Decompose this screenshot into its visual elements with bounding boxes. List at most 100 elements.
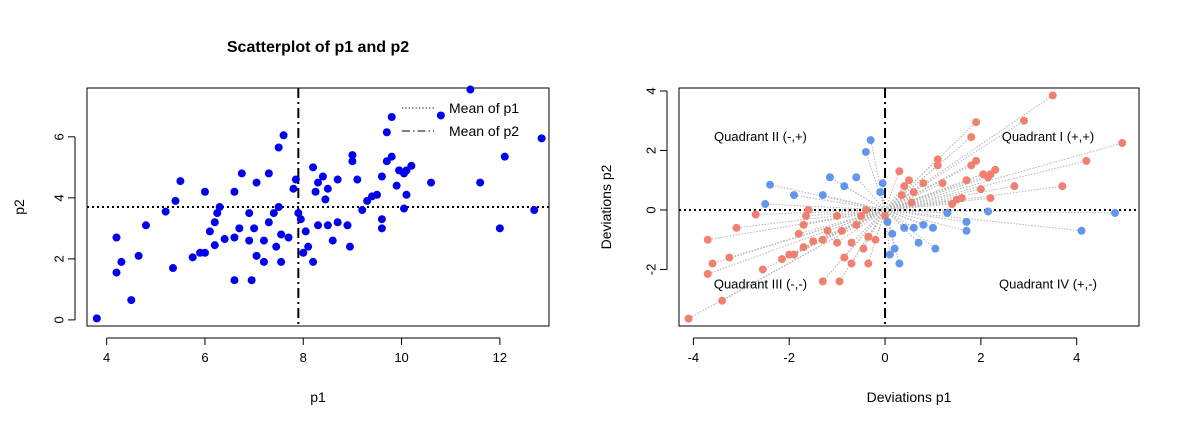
left-data-point	[377, 172, 386, 181]
right-data-point	[818, 191, 827, 200]
left-data-point	[277, 257, 286, 266]
left-data-point	[230, 187, 239, 196]
right-data-point	[818, 277, 827, 286]
left-data-point	[230, 233, 239, 242]
left-x-tick-label: 10	[394, 350, 408, 365]
left-x-axis: 4 6 8 10 12	[103, 337, 507, 365]
right-connector-line	[874, 209, 886, 240]
right-data-point	[718, 296, 727, 305]
right-data-point	[794, 229, 803, 238]
right-connector-line	[870, 139, 886, 211]
right-data-point	[900, 223, 909, 232]
right-data-point	[852, 220, 861, 229]
left-data-point	[200, 248, 209, 257]
right-x-tick-label: -2	[783, 350, 795, 365]
right-x-tick-label: 4	[1073, 350, 1080, 365]
right-data-point	[799, 220, 808, 229]
left-data-point	[134, 251, 143, 260]
left-data-point	[245, 209, 254, 218]
left-data-point	[377, 215, 386, 224]
right-data-point	[708, 259, 717, 268]
right-connector-line	[856, 209, 886, 226]
left-data-point	[314, 221, 322, 230]
left-data-point	[117, 257, 126, 266]
right-connector-line	[867, 209, 886, 238]
left-data-point	[382, 128, 391, 137]
right-data-point	[725, 253, 734, 262]
right-connector-line	[793, 194, 886, 211]
right-data-point	[1048, 91, 1057, 100]
right-connector-line	[793, 209, 886, 256]
left-data-point	[407, 161, 416, 170]
left-data-point	[127, 296, 136, 305]
right-data-point	[857, 211, 866, 220]
right-data-point	[1058, 182, 1067, 191]
left-data-point	[309, 257, 318, 266]
left-data-point	[294, 209, 303, 218]
right-x-tick-label: 0	[881, 350, 888, 365]
left-data-point	[436, 111, 445, 120]
right-connector-line	[855, 176, 886, 211]
left-data-point	[215, 203, 224, 211]
right-data-point	[852, 173, 861, 182]
left-data-point	[476, 178, 485, 187]
left-scatter-panel: Scatterplot of p1 and p2 4 6 8 10 12 0 2 4 6 p1…	[11, 39, 550, 405]
right-connector-line	[851, 209, 886, 244]
left-points-layer	[92, 85, 546, 323]
left-y-tick-label: 2	[52, 255, 67, 262]
right-data-point	[933, 161, 942, 170]
right-data-point	[837, 226, 846, 235]
right-data-point	[1111, 208, 1120, 217]
right-points-layer	[684, 91, 1127, 323]
left-y-tick-label: 6	[52, 133, 67, 140]
right-data-point	[766, 180, 775, 189]
left-data-point	[264, 169, 273, 178]
right-connector-line	[769, 184, 886, 211]
right-data-point	[984, 207, 993, 216]
right-data-point	[1077, 226, 1086, 235]
left-data-point	[200, 187, 209, 196]
right-data-point	[890, 244, 899, 253]
right-connector-line	[884, 160, 977, 211]
legend-mean-p1: Mean of p1	[449, 100, 519, 116]
right-data-point	[703, 235, 712, 244]
right-data-point	[778, 255, 787, 264]
left-data-point	[259, 257, 268, 266]
right-data-point	[761, 200, 770, 209]
left-chart-title: Scatterplot of p1 and p2	[227, 39, 409, 56]
left-data-point	[328, 236, 337, 245]
right-data-point	[809, 237, 818, 246]
right-data-point	[847, 259, 856, 268]
left-data-point	[235, 224, 244, 233]
right-data-point	[825, 173, 834, 182]
left-data-point	[247, 276, 256, 285]
right-connector-line	[884, 209, 919, 244]
left-data-point	[400, 204, 409, 213]
right-y-tick-label: 2	[644, 147, 659, 154]
left-data-point	[210, 218, 219, 227]
left-data-point	[188, 253, 197, 262]
left-data-point	[299, 248, 308, 257]
right-data-point	[919, 220, 928, 229]
left-data-point	[323, 184, 332, 193]
right-y-axis-label: Deviations p2	[598, 164, 614, 249]
left-data-point	[296, 215, 305, 224]
right-data-point	[703, 269, 712, 278]
right-data-point	[835, 277, 844, 286]
right-data-point	[962, 217, 971, 226]
left-data-point	[264, 218, 273, 227]
right-data-point	[758, 265, 767, 274]
right-data-point	[976, 185, 985, 194]
right-data-point	[866, 136, 875, 145]
right-data-point	[885, 250, 894, 259]
left-data-point	[274, 203, 283, 211]
left-x-axis-label: p1	[310, 389, 326, 405]
quadrant-label: Quadrant IV (+,-)	[999, 276, 1097, 291]
left-data-point	[348, 157, 357, 166]
left-data-point	[495, 224, 504, 233]
right-data-point	[991, 165, 1000, 174]
left-data-point	[358, 206, 367, 215]
left-data-point	[171, 196, 180, 205]
